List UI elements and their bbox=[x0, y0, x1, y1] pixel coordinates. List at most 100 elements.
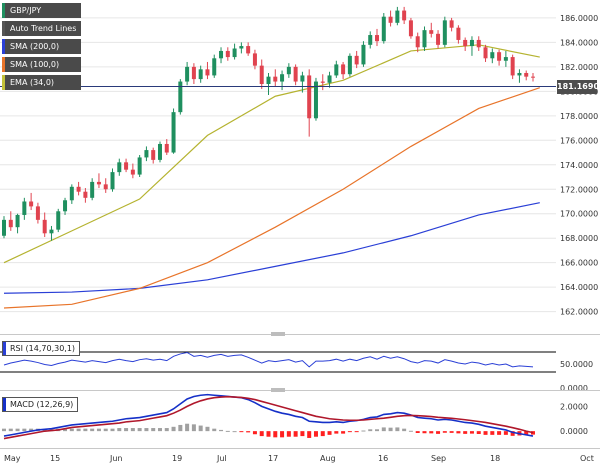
main-panel: 162.0000 164.0000 166.0000 168.0000 170.0000… bbox=[0, 6, 599, 317]
candle bbox=[185, 61, 190, 86]
macd-histogram-bar bbox=[341, 431, 346, 434]
candle-body bbox=[232, 48, 237, 58]
x-tick-label: 15 bbox=[50, 454, 60, 463]
candle bbox=[49, 225, 54, 241]
candle-body bbox=[8, 219, 13, 228]
candle-body bbox=[280, 74, 285, 82]
candle bbox=[144, 146, 149, 162]
panel-resize-handle-1[interactable] bbox=[271, 332, 285, 336]
macd-histogram-bar bbox=[273, 431, 278, 438]
sma100-line bbox=[3, 87, 540, 309]
candle bbox=[83, 188, 88, 203]
macd-histogram-bar bbox=[96, 428, 101, 432]
candle-body bbox=[334, 64, 339, 76]
main-gridlines bbox=[0, 17, 556, 313]
x-tick-label: Sep bbox=[431, 454, 446, 463]
macd-histogram-bar bbox=[307, 431, 312, 438]
candle bbox=[232, 43, 237, 60]
macd-histogram-bar bbox=[191, 424, 196, 432]
rsi-line bbox=[3, 351, 534, 368]
candle bbox=[456, 25, 461, 44]
candle bbox=[35, 202, 40, 224]
candle bbox=[300, 71, 305, 93]
moving-average-lines bbox=[3, 44, 540, 309]
macd-line bbox=[3, 393, 534, 437]
macd-histogram-bar bbox=[239, 431, 244, 433]
macd-histogram-bar bbox=[246, 431, 251, 433]
macd-tick-label: 2.0000 bbox=[560, 402, 588, 411]
candle-body bbox=[42, 219, 47, 234]
macd-label[interactable]: MACD (12,26,9) bbox=[2, 397, 79, 412]
candle bbox=[307, 69, 312, 137]
rsi-y-axis-ticks: 50.0000 0.0000 bbox=[560, 360, 593, 393]
rsi-tick-label: 0.0000 bbox=[560, 384, 588, 393]
candle-body bbox=[293, 66, 298, 82]
macd-histogram-bar bbox=[144, 428, 149, 432]
rsi-swatch bbox=[3, 342, 6, 355]
candle bbox=[117, 158, 122, 176]
candle bbox=[157, 141, 162, 163]
candle-body bbox=[354, 55, 359, 65]
x-tick-label: 19 bbox=[172, 454, 182, 463]
candle bbox=[191, 63, 196, 84]
candle-body bbox=[320, 81, 325, 83]
candle bbox=[69, 184, 74, 204]
panel-resize-handle-2[interactable] bbox=[271, 388, 285, 392]
candle bbox=[442, 16, 447, 48]
candle bbox=[347, 53, 352, 77]
macd-histogram-bar bbox=[117, 428, 122, 432]
candle-body bbox=[341, 64, 346, 75]
legend-sma-100[interactable]: SMA (100,0) bbox=[2, 57, 82, 72]
candle bbox=[252, 49, 257, 70]
candle-body bbox=[225, 50, 230, 58]
rsi-label-text: RSI (14,70,30,1) bbox=[10, 344, 76, 353]
macd-histogram-bar bbox=[320, 431, 325, 437]
macd-histogram-bar bbox=[185, 423, 190, 432]
macd-histogram-bar bbox=[157, 428, 162, 432]
candle-body bbox=[191, 66, 196, 80]
x-tick-label: 16 bbox=[378, 454, 388, 463]
candle-body bbox=[29, 201, 34, 207]
macd-histogram-bar bbox=[463, 431, 468, 434]
macd-histogram-bar bbox=[490, 431, 495, 435]
macd-label-text: MACD (12,26,9) bbox=[10, 400, 74, 409]
macd-histogram-bar bbox=[76, 428, 81, 432]
candle bbox=[63, 197, 68, 215]
candle-body bbox=[368, 35, 373, 45]
main-y-axis-ticks: 162.0000 164.0000 166.0000 168.0000 170.0000… bbox=[560, 14, 598, 317]
candle-body bbox=[49, 229, 54, 234]
candle bbox=[212, 54, 217, 78]
candle bbox=[76, 181, 81, 196]
legend-swatch bbox=[2, 21, 5, 36]
legend-ema-34[interactable]: EMA (34,0) bbox=[2, 75, 82, 90]
macd-histogram-bar bbox=[503, 431, 508, 435]
candle-body bbox=[497, 52, 502, 61]
y-tick-label: 184.0000 bbox=[560, 38, 598, 47]
candle-body bbox=[252, 53, 257, 66]
rsi-label[interactable]: RSI (14,70,30,1) bbox=[2, 341, 81, 356]
candle bbox=[219, 47, 224, 64]
legend-gbpjpy[interactable]: GBP/JPY bbox=[2, 3, 82, 18]
candle bbox=[42, 212, 47, 237]
candle bbox=[293, 64, 298, 86]
candle-body bbox=[212, 58, 217, 76]
candle bbox=[273, 69, 278, 87]
legend-sma-200[interactable]: SMA (200,0) bbox=[2, 39, 82, 54]
macd-histogram-bar bbox=[110, 428, 115, 432]
legend-auto-trend-lines[interactable]: Auto Trend Lines bbox=[2, 21, 82, 36]
candle-body bbox=[35, 206, 40, 220]
candle bbox=[22, 197, 27, 220]
macd-histogram-bar bbox=[408, 430, 413, 432]
candle bbox=[436, 30, 441, 49]
macd-histogram-bar bbox=[456, 431, 461, 434]
sma200-line bbox=[3, 202, 540, 294]
candle bbox=[517, 69, 522, 83]
candle bbox=[402, 6, 407, 25]
macd-y-axis-ticks: 2.0000 0.0000 bbox=[560, 402, 588, 436]
candle-body bbox=[307, 75, 312, 119]
candle bbox=[15, 213, 20, 234]
candle-body bbox=[313, 81, 318, 119]
candle-body bbox=[286, 66, 291, 75]
macd-histogram-bar bbox=[259, 431, 264, 437]
